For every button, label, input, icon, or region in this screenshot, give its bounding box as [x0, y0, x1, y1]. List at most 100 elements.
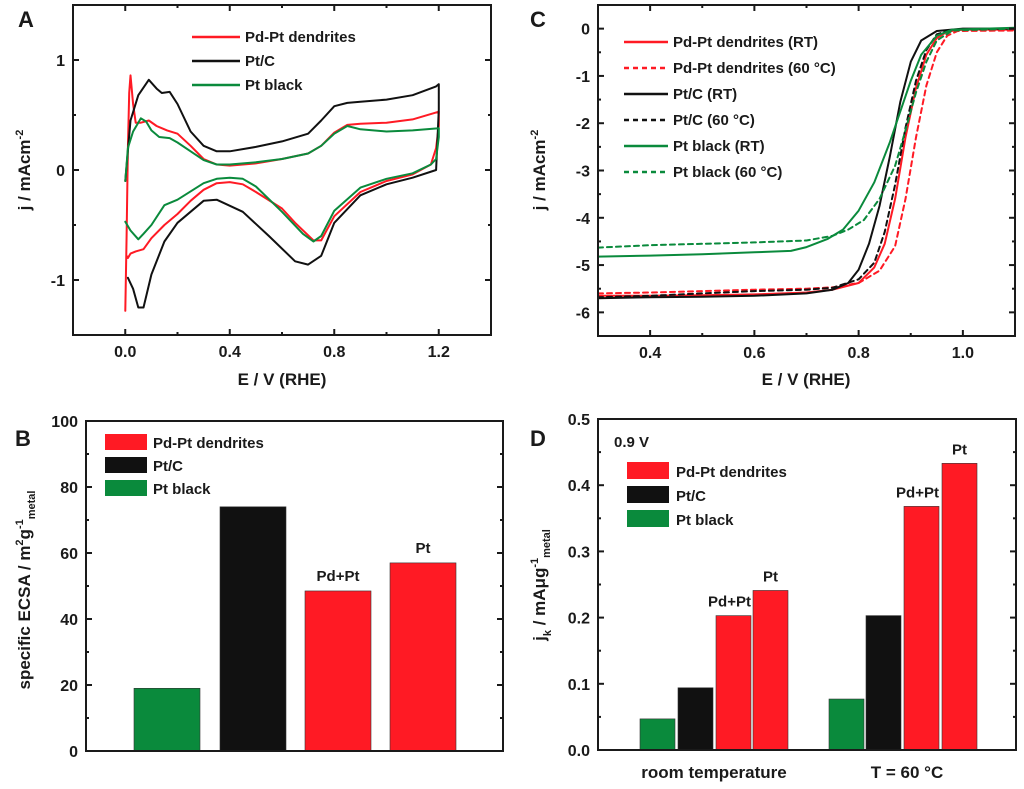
- panel-d-y-tick-label: 0.3: [568, 544, 590, 561]
- panel-a-y-tick-label: 0: [56, 163, 65, 180]
- panel-d-y-label-main: / mAμg: [530, 568, 549, 630]
- panel-c-y-tick-label: -6: [576, 305, 590, 322]
- panel-b-ticks: 0 20 40 60 80 100: [51, 414, 503, 761]
- panel-d-y-label-sub-k: k: [542, 629, 554, 636]
- panel-d-bar-label: Pt: [952, 441, 967, 458]
- panel-c-series-pd-pt-dendrites-60-c: [597, 29, 1016, 295]
- panel-d-y-tick-label: 0.4: [568, 478, 590, 495]
- panel-c-x-tick-label: 1.0: [952, 345, 974, 362]
- panel-c-y-label-sup: -2: [529, 130, 541, 140]
- panel-d-bar-label: Pd+Pt: [896, 484, 939, 501]
- panel-b-bar-pd-pt-dendrites-pd-pt: [304, 590, 372, 752]
- panel-d-category-label-t-60-c: T = 60 °C: [871, 763, 943, 782]
- panel-b-legend-label-pt-c: Pt/C: [153, 458, 183, 475]
- panel-d-legend-swatch-pt-black: [627, 510, 669, 527]
- panel-c-plot-area: [597, 26, 1016, 300]
- panel-c-series-pd-pt-dendrites-rt: [597, 28, 1016, 297]
- panel-a-legend-label-pd-pt-dendrites: Pd-Pt dendrites: [245, 29, 356, 46]
- panel-a-series-pd-pt-dendrites: [124, 74, 440, 312]
- panel-c-legend-label-pt-c-60-c: Pt/C (60 °C): [673, 112, 755, 129]
- panel-d-bar-room-temperature-pt-black: [639, 718, 676, 751]
- panel-c-legend-label-pt-black-rt: Pt black (RT): [673, 138, 765, 155]
- panel-d-y-tick-label: 0.1: [568, 677, 590, 694]
- panel-c-x-axis-label: E / V (RHE): [762, 370, 851, 389]
- panel-c-y-tick-label: -3: [576, 164, 590, 181]
- panel-d-bar-label: Pt: [763, 568, 778, 585]
- panel-b-y-label-g: g: [15, 529, 34, 539]
- panel-b-ecsa-bar-chart: B Pd+Pt Pt 0 20 40 60 80 100 specific ECSA / m…: [14, 414, 504, 761]
- panel-b-letter: B: [15, 426, 31, 451]
- panel-c-series-pt-black-rt: [597, 26, 1016, 258]
- panel-d-legend-label-pt-c: Pt/C: [676, 488, 706, 505]
- panel-c-frame: [597, 4, 1016, 337]
- panel-d-activity-bar-chart: D Pd+Pt Pt Pd+Pt Pt 0.0 0.1 0.2 0.3 0.4 0.5 jk /…: [529, 412, 1017, 782]
- panel-b-y-label-main: specific ECSA / m: [15, 546, 34, 690]
- panel-b-y-axis-label: specific ECSA / m2g-1metal: [14, 491, 38, 690]
- panel-d-y-label-j: j: [530, 636, 549, 642]
- panel-c-x-tick-label: 0.4: [639, 345, 661, 362]
- panel-d-category-label-room-temperature: room temperature: [641, 763, 786, 782]
- panel-c-y-label-main: j / mAcm: [530, 139, 549, 211]
- panel-c-ticks: 0.4 0.6 0.8 1.0 0 -1 -2 -3 -4 -5 -6: [576, 4, 1016, 362]
- panel-b-legend: Pd-Pt dendrites Pt/C Pt black: [105, 434, 264, 498]
- panel-d-y-tick-label: 0.0: [568, 743, 590, 760]
- panel-b-legend-swatch-pt-black: [105, 480, 147, 496]
- panel-d-legend-swatch-pd-pt-dendrites: [627, 462, 669, 479]
- panel-a-y-label-main: j / mAcm: [15, 139, 34, 211]
- panel-a-legend: Pd-Pt dendrites Pt/C Pt black: [192, 29, 356, 94]
- panel-d-y-tick-label: 0.2: [568, 611, 590, 628]
- panel-b-bar-pt-black: [133, 687, 201, 752]
- panel-a-y-tick-label: -1: [51, 273, 65, 290]
- panel-d-bar-t-60-c-pt-c: [865, 615, 902, 751]
- panel-d-bar-room-temperature-pd-pt-dendrites-pt: [752, 590, 789, 751]
- panel-a-plot-area: [124, 74, 440, 312]
- panel-a-series-pt-c: [124, 78, 440, 309]
- panel-d-bar-label: Pd+Pt: [708, 594, 751, 611]
- panel-a-x-tick-label: 0.8: [323, 344, 345, 361]
- panel-d-category-labels: room temperature T = 60 °C: [641, 763, 943, 782]
- panel-d-y-label-sup-minus1: -1: [529, 558, 541, 568]
- panel-b-y-label-sup-minus1: -1: [14, 519, 26, 529]
- panel-b-plot-area: Pd+Pt Pt: [133, 506, 457, 752]
- panel-b-bar-pd-pt-dendrites-pt: [389, 562, 457, 752]
- panel-d-y-axis-label: jk / mAμg-1metal: [529, 529, 554, 642]
- panel-c-legend-label-pt-c-rt: Pt/C (RT): [673, 86, 737, 103]
- panel-a-y-label-sup: -2: [14, 130, 26, 140]
- panel-d-bar-room-temperature-pt-c: [677, 687, 714, 751]
- panel-b-y-tick-label: 20: [60, 678, 78, 695]
- panel-c-lsv-chart: C 0.4 0.6 0.8 1.00-1-2-3-4-5-6 E / V (RHE) …: [529, 4, 1016, 389]
- panel-b-bar-pt-c: [219, 506, 287, 752]
- panel-b-legend-swatch-pd-pt-dendrites: [105, 434, 147, 450]
- panel-d-y-label-sub-metal: metal: [541, 529, 553, 558]
- panel-c-x-tick-label: 0.6: [743, 345, 765, 362]
- panel-b-legend-label-pd-pt-dendrites: Pd-Pt dendrites: [153, 435, 264, 452]
- panel-b-y-tick-label: 60: [60, 546, 78, 563]
- panel-b-bar-label: Pt: [416, 540, 431, 557]
- panel-c-y-tick-label: -4: [576, 211, 590, 228]
- panel-c-legend-label-pd-pt-dendrites-rt: Pd-Pt dendrites (RT): [673, 34, 818, 51]
- panel-a-ticks: 0.0 0.4 0.8 1.2 -1 0 1: [51, 4, 492, 361]
- panel-a-frame: [72, 4, 492, 336]
- panel-c-x-tick-label: 0.8: [848, 345, 870, 362]
- panel-c-y-tick-label: -5: [576, 258, 590, 275]
- panel-c-letter: C: [530, 7, 546, 32]
- panel-d-legend-label-pd-pt-dendrites: Pd-Pt dendrites: [676, 464, 787, 481]
- panel-b-y-tick-label: 100: [51, 414, 78, 431]
- panel-d-bar-t-60-c-pd-pt-dendrites-pd-pt: [903, 506, 940, 751]
- panel-c-series-pt-black-60-c: [597, 27, 1016, 249]
- panel-a-x-tick-label: 0.0: [114, 344, 136, 361]
- panel-b-legend-label-pt-black: Pt black: [153, 481, 211, 498]
- panel-c-y-tick-label: 0: [581, 22, 590, 39]
- panel-d-bar-t-60-c-pt-black: [828, 698, 865, 751]
- panel-d-legend-label-pt-black: Pt black: [676, 512, 734, 529]
- panel-c-y-tick-label: -1: [576, 69, 590, 86]
- panel-a-cv-chart: A 0.0 0.4 0.8 1.2 -1 0 1 E / V (RHE) j / mAcm-…: [14, 4, 492, 389]
- panel-a-x-axis-label: E / V (RHE): [238, 370, 327, 389]
- panel-b-y-tick-label: 40: [60, 612, 78, 629]
- panel-a-y-axis-label: j / mAcm-2: [14, 130, 34, 212]
- panel-b-y-tick-label: 0: [69, 744, 78, 761]
- panel-b-legend-swatch-pt-c: [105, 457, 147, 473]
- panel-d-bar-t-60-c-pd-pt-dendrites-pt: [941, 463, 978, 751]
- panel-c-legend-label-pd-pt-dendrites-60-c: Pd-Pt dendrites (60 °C): [673, 60, 836, 77]
